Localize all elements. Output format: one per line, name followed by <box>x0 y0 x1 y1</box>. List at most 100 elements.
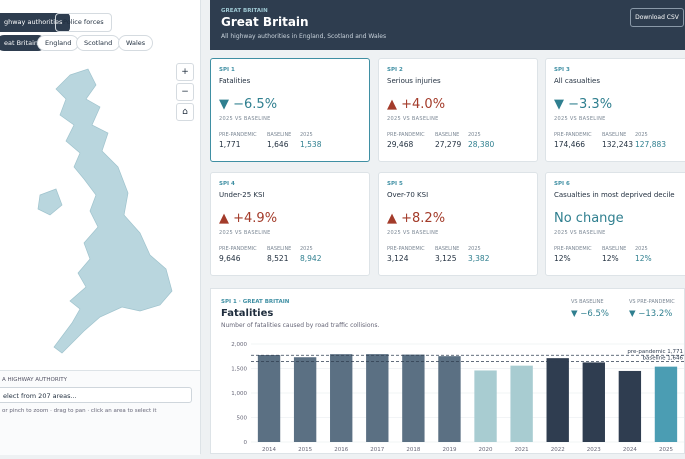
stat-value: 28,380 <box>468 140 495 149</box>
chart-title: Fatalities <box>221 308 273 319</box>
stat-value: 12% <box>635 254 652 263</box>
eyebrow: GREAT BRITAIN <box>221 8 268 14</box>
card-change: ▼ −3.3% <box>554 97 613 112</box>
y-tick-label: 2,000 <box>231 342 247 348</box>
card-id: SPI 6 <box>554 181 570 187</box>
card-change: ▲ +4.0% <box>387 97 446 112</box>
title: Great Britain <box>221 15 309 29</box>
x-tick-label: 2014 <box>262 447 276 453</box>
stat-value: 29,468 <box>387 140 414 149</box>
nation-pill[interactable]: Scotland <box>76 35 121 51</box>
stat-value: 12% <box>554 254 571 263</box>
bar <box>257 355 281 442</box>
tab[interactable]: Police forces <box>55 13 112 32</box>
stat-label: PRE-PANDEMIC <box>387 246 425 252</box>
stat-value: 174,466 <box>554 140 586 149</box>
bar <box>546 358 569 442</box>
stat-label: BASELINE <box>435 132 460 138</box>
kpi-card[interactable]: SPI 6 Casualties in most deprived decile N… <box>545 172 685 276</box>
bar <box>474 370 497 442</box>
y-tick-label: 500 <box>237 416 248 422</box>
stat-label: BASELINE <box>267 132 292 138</box>
reference-label: pre-pandemic 1,771 <box>627 349 683 355</box>
card-change: ▲ +8.2% <box>387 211 446 226</box>
stat-value: 8,942 <box>300 254 322 263</box>
x-tick-label: 2025 <box>659 447 673 453</box>
select-panel <box>0 370 200 455</box>
kpi-card[interactable]: SPI 4 Under-25 KSI ▲ +4.9% 2025 VS BASELINE… <box>210 172 370 276</box>
chart-subtitle: Number of fatalities caused by road traf… <box>221 322 379 329</box>
card-name: Casualties in most deprived decile <box>554 191 675 199</box>
stat-value: 9,646 <box>219 254 241 263</box>
area-select[interactable]: elect from 207 areas... <box>0 387 192 403</box>
stat-label: PRE-PANDEMIC <box>219 132 257 138</box>
stat-value: 8,521 <box>267 254 289 263</box>
card-id: SPI 4 <box>219 181 235 187</box>
stat-label: BASELINE <box>267 246 292 252</box>
x-tick-label: 2024 <box>623 447 637 453</box>
subtitle: All highway authorities in England, Scot… <box>221 33 387 40</box>
y-tick-label: 0 <box>244 440 248 446</box>
summary-label: VS PRE-PANDEMIC <box>629 299 675 305</box>
stat-label: 2025 <box>300 246 313 252</box>
card-caption: 2025 VS BASELINE <box>219 230 271 236</box>
x-tick-label: 2022 <box>551 447 565 453</box>
summary-value: ▼ −13.2% <box>629 309 672 319</box>
card-change: No change <box>554 211 624 226</box>
zoom-out[interactable]: − <box>176 83 194 101</box>
x-tick-label: 2016 <box>334 447 348 453</box>
x-tick-label: 2021 <box>515 447 529 453</box>
stat-label: 2025 <box>635 132 648 138</box>
stat-value: 1,646 <box>267 140 289 149</box>
stat-value: 3,125 <box>435 254 457 263</box>
x-tick-label: 2019 <box>442 447 456 453</box>
kpi-card[interactable]: SPI 2 Serious injuries ▲ +4.0% 2025 VS BASE… <box>378 58 538 162</box>
card-caption: 2025 VS BASELINE <box>387 230 439 236</box>
card-id: SPI 2 <box>387 67 403 73</box>
nation-pill[interactable]: Wales <box>118 35 154 51</box>
stat-value: 132,243 <box>602 140 634 149</box>
kpi-card[interactable]: SPI 5 Over-70 KSI ▲ +8.2% 2025 VS BASELINE P… <box>378 172 538 276</box>
reset-view[interactable]: ⌂ <box>176 103 194 121</box>
reference-label: baseline 1,646 <box>642 355 683 361</box>
map[interactable] <box>0 55 200 370</box>
bar <box>618 370 642 442</box>
y-tick-label: 1,500 <box>231 367 247 373</box>
card-name: Serious injuries <box>387 77 441 85</box>
bar <box>582 362 605 442</box>
header: GREAT BRITAIN Great Britain All highway … <box>210 0 685 50</box>
stat-label: BASELINE <box>602 246 627 252</box>
chart: SPI 1 · GREAT BRITAIN Fatalities Number of… <box>221 299 684 453</box>
stat-label: PRE-PANDEMIC <box>219 246 257 252</box>
stat-label: PRE-PANDEMIC <box>554 132 592 138</box>
tab[interactable]: ghway authorities <box>0 13 71 32</box>
kpi-card[interactable]: SPI 1 Fatalities ▼ −6.5% 2025 VS BASELINE PR… <box>210 58 370 162</box>
stat-value: 1,771 <box>219 140 241 149</box>
bar <box>293 357 317 442</box>
card-id: SPI 5 <box>387 181 403 187</box>
map-shape[interactable] <box>53 68 173 354</box>
x-tick-label: 2017 <box>370 447 384 453</box>
zoom-in[interactable]: + <box>176 63 194 81</box>
stat-label: 2025 <box>468 132 481 138</box>
map-shape[interactable] <box>37 188 63 216</box>
x-tick-label: 2023 <box>587 447 601 453</box>
kpi-card[interactable]: SPI 3 All casualties ▼ −3.3% 2025 VS BASELI… <box>545 58 685 162</box>
card-caption: 2025 VS BASELINE <box>219 116 271 122</box>
stat-value: 27,279 <box>435 140 462 149</box>
card-name: Over-70 KSI <box>387 191 429 199</box>
x-tick-label: 2020 <box>479 447 493 453</box>
stat-value: 1,538 <box>300 140 322 149</box>
stat-label: PRE-PANDEMIC <box>554 246 592 252</box>
chart-eyebrow: SPI 1 · GREAT BRITAIN <box>221 299 290 305</box>
y-tick-label: 1,000 <box>231 391 247 397</box>
bar <box>402 354 425 442</box>
bar <box>366 354 389 442</box>
nation-pill[interactable]: England <box>37 35 80 51</box>
card-name: Fatalities <box>219 77 251 85</box>
download-button[interactable]: Download CSV <box>630 8 684 27</box>
select-label: A HIGHWAY AUTHORITY <box>2 377 68 383</box>
card-change: ▲ +4.9% <box>219 211 278 226</box>
card-caption: 2025 VS BASELINE <box>554 230 606 236</box>
card-id: SPI 3 <box>554 67 570 73</box>
